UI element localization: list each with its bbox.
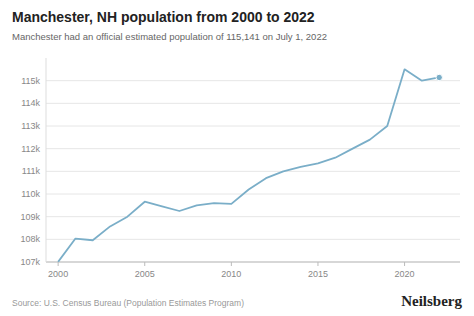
x-tick-label: 2015	[308, 269, 328, 279]
y-tick-label: 112k	[21, 144, 40, 154]
x-tick-label: 2000	[48, 269, 68, 279]
grid-line	[46, 171, 460, 172]
y-tick-label: 111k	[22, 166, 41, 176]
y-tick-label: 108k	[20, 234, 40, 244]
y-tick-label: 113k	[21, 121, 40, 131]
grid-line	[46, 239, 460, 240]
grid-line	[46, 103, 460, 104]
x-tick-label: 2010	[221, 269, 241, 279]
brand: Neilsberg	[401, 293, 462, 309]
chart: Manchester, NH population from 2000 to 2…	[0, 0, 474, 316]
y-tick-label: 114k	[21, 98, 40, 108]
population-line	[58, 69, 439, 262]
y-tick-label: 109k	[20, 212, 40, 222]
grid-line	[46, 80, 460, 81]
grid-line	[46, 262, 460, 263]
plot-area	[58, 69, 442, 262]
title: Manchester, NH population from 2000 to 2…	[12, 9, 315, 25]
grid-line	[46, 148, 460, 149]
grid-line	[46, 194, 460, 195]
y-axis-line	[46, 58, 47, 262]
grid-line	[46, 126, 460, 127]
y-tick-label: 107k	[20, 257, 40, 267]
x-tick	[404, 262, 405, 266]
source: Source: U.S. Census Bureau (Population E…	[12, 298, 244, 308]
x-tick	[231, 262, 232, 266]
last-point	[436, 74, 442, 80]
y-tick-label: 115k	[21, 76, 40, 86]
x-tick	[58, 262, 59, 266]
x-tick-label: 2020	[395, 269, 415, 279]
x-tick	[317, 262, 318, 266]
x-tick-label: 2005	[135, 269, 155, 279]
x-axis-line	[46, 262, 460, 263]
subtitle: Manchester had an official estimated pop…	[12, 31, 327, 42]
grid-line	[46, 216, 460, 217]
y-tick-label: 110k	[21, 189, 40, 199]
x-tick	[144, 262, 145, 266]
